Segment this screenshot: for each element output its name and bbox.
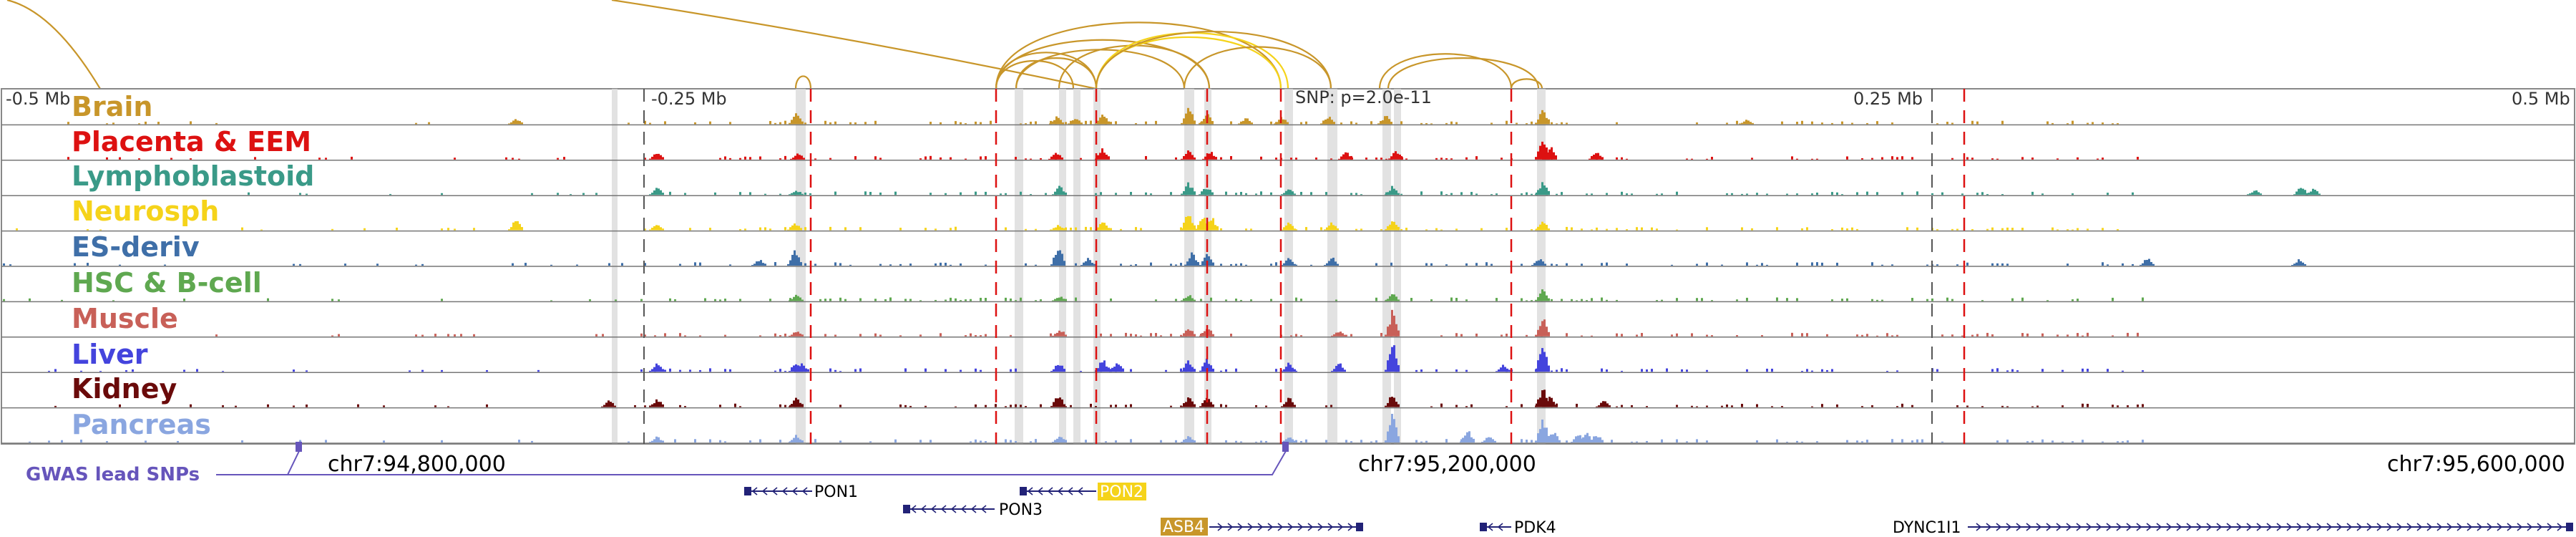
gwas-snp-marker xyxy=(1282,442,1289,452)
interaction-arc xyxy=(611,0,1097,90)
gene-dync1i1[interactable]: DYNC1I1 xyxy=(1893,519,2573,537)
scale-label-right-half: 0.5 Mb xyxy=(2512,89,2570,109)
track-label-lymphoblastoid: Lymphoblastoid xyxy=(72,160,314,192)
track-signal xyxy=(48,345,2144,372)
interaction-arc xyxy=(1095,30,1332,90)
gene-label-dync1i1[interactable]: DYNC1I1 xyxy=(1893,519,1961,537)
gene-structure xyxy=(744,487,812,495)
track-signal xyxy=(3,250,2306,266)
gene-annotation-track: PON1 PON2 PON3 ASB4 PDK4 DYNC1I1 xyxy=(744,483,2573,537)
track-label-placenta: Placenta & EEM xyxy=(72,126,311,158)
gwas-snp-marker xyxy=(296,442,302,452)
coordinate-left: chr7:94,800,000 xyxy=(328,452,506,477)
coordinate-right: chr7:95,600,000 xyxy=(2387,452,2565,477)
gene-label-pon1[interactable]: PON1 xyxy=(814,483,858,501)
track-signal xyxy=(16,216,2119,231)
gene-highlight-pon2 xyxy=(1098,483,1146,500)
gene-structure xyxy=(1480,523,1511,531)
track-signal xyxy=(54,390,2144,407)
interaction-arc xyxy=(794,75,812,90)
interaction-arc xyxy=(1387,57,1540,90)
red-dashed-markers xyxy=(809,89,1966,444)
interaction-arc xyxy=(1183,46,1332,90)
gene-structure xyxy=(1968,523,2573,531)
track-separators xyxy=(1,124,2575,444)
track-signal xyxy=(29,414,2144,442)
track-label-kidney: Kidney xyxy=(72,373,177,405)
coordinate-center: chr7:95,200,000 xyxy=(1358,452,1536,477)
gene-highlight-asb4 xyxy=(1161,518,1208,536)
interaction-arc xyxy=(6,0,101,90)
gwas-label: GWAS lead SNPs xyxy=(26,464,200,485)
track-label-es-deriv: ES-deriv xyxy=(72,231,200,263)
gene-pdk4[interactable]: PDK4 xyxy=(1480,519,1556,537)
track-label-hsc-bcell: HSC & B-cell xyxy=(72,267,262,299)
gene-asb4[interactable]: ASB4 xyxy=(1161,518,1363,536)
gene-structure xyxy=(1020,487,1096,495)
track-label-brain: Brain xyxy=(72,91,152,122)
gene-label-asb4[interactable]: ASB4 xyxy=(1163,518,1204,536)
track-signal xyxy=(3,289,2144,301)
gene-label-pon3[interactable]: PON3 xyxy=(999,501,1043,519)
track-signal xyxy=(248,182,2321,195)
gwas-track: GWAS lead SNPs xyxy=(26,442,1289,485)
scale-label-snp: SNP: p=2.0e-11 xyxy=(1295,87,1432,107)
gene-pon1[interactable]: PON1 xyxy=(744,483,858,501)
interaction-arc xyxy=(1378,53,1513,90)
track-labels: Brain Placenta & EEM Lymphoblastoid Neur… xyxy=(72,91,314,440)
gene-pon3[interactable]: PON3 xyxy=(903,501,1043,519)
track-label-liver: Liver xyxy=(72,339,148,370)
track-signal xyxy=(215,309,2139,337)
interaction-arc xyxy=(1510,78,1543,90)
interaction-arc xyxy=(1015,49,1186,90)
scale-label-left-quarter: -0.25 Mb xyxy=(651,89,727,109)
interaction-arcs xyxy=(6,0,1543,90)
track-label-neurosph: Neurosph xyxy=(72,195,219,227)
track-signal xyxy=(67,141,2139,160)
gene-structure xyxy=(1209,523,1363,531)
gene-label-pon2[interactable]: PON2 xyxy=(1100,483,1143,501)
interaction-arc xyxy=(995,21,1282,90)
track-label-pancreas: Pancreas xyxy=(72,409,211,440)
track-signals xyxy=(3,107,2321,442)
interaction-arc xyxy=(1015,57,1098,90)
scale-label-left-half: -0.5 Mb xyxy=(6,89,70,109)
gene-pon2[interactable]: PON2 xyxy=(1020,483,1146,501)
gene-structure xyxy=(903,505,995,513)
scale-label-right-quarter: 0.25 Mb xyxy=(1853,89,1923,109)
track-signal xyxy=(67,107,2119,125)
scale-dashed-markers xyxy=(643,89,1933,444)
gene-label-pdk4[interactable]: PDK4 xyxy=(1514,519,1556,537)
interaction-arc xyxy=(995,39,1211,90)
track-label-muscle: Muscle xyxy=(72,303,178,334)
